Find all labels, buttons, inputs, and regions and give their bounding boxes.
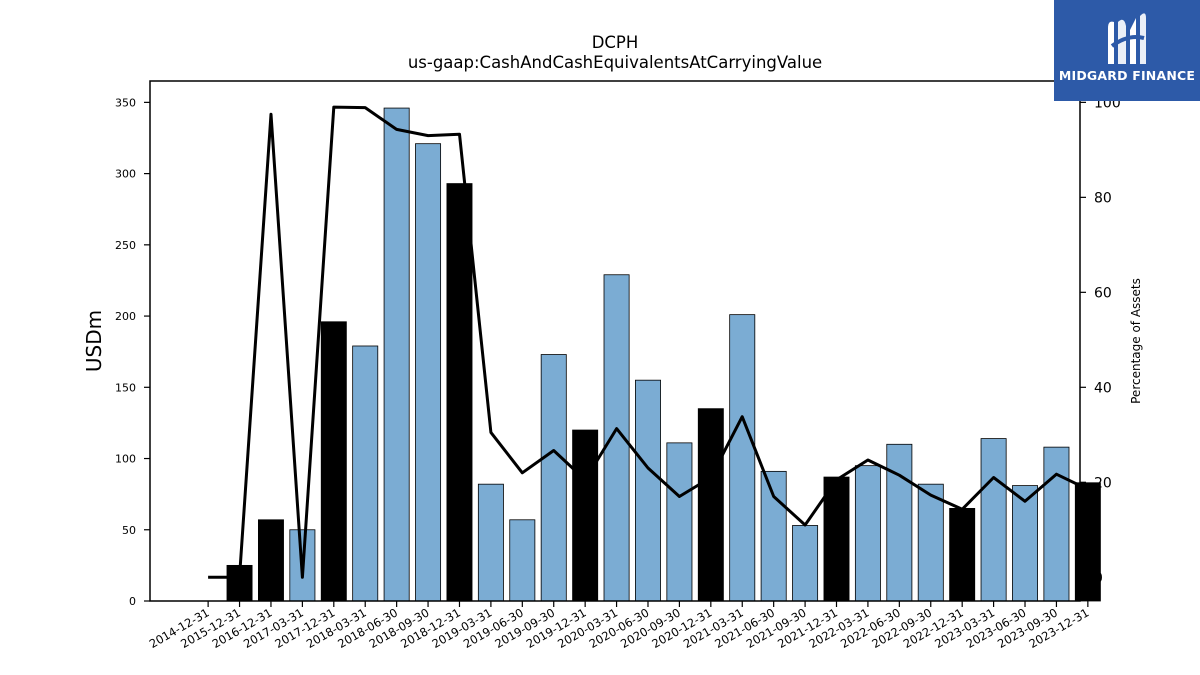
bar-2021-12-31 [823, 476, 850, 602]
y2-axis-label: Percentage of Assets [1129, 278, 1143, 404]
bar-2018-06-30 [383, 107, 410, 602]
midgard-logo-icon [1108, 13, 1146, 65]
bar-2019-12-31 [572, 429, 599, 602]
bar-2020-12-31 [697, 408, 724, 602]
y2-tick-label: 60 [1094, 285, 1112, 301]
bar-2019-06-30 [509, 519, 536, 602]
y-tick-label: 100 [115, 453, 136, 466]
chart-title: DCPH [592, 33, 639, 52]
y-tick-label: 250 [115, 239, 136, 252]
y-tick-label: 200 [115, 310, 136, 323]
bar-2016-12-31 [257, 519, 284, 602]
bars-layer [226, 107, 1101, 602]
bar-2022-09-30 [917, 483, 944, 602]
bar-2023-06-30 [1012, 485, 1038, 602]
y2-tick-label: 40 [1094, 380, 1112, 396]
bar-2019-03-31 [477, 483, 504, 602]
brand-logo: MIDGARD FINANCE [1054, 0, 1200, 101]
bar-2023-09-30 [1043, 446, 1070, 602]
bar-2021-09-30 [792, 525, 819, 602]
y-axis-label: USDm [82, 310, 106, 372]
y2-tick-label: 80 [1094, 190, 1112, 206]
bar-2021-06-30 [760, 470, 787, 602]
bar-2022-03-31 [854, 465, 881, 602]
bar-2020-06-30 [635, 379, 661, 602]
y-tick-label: 150 [115, 381, 136, 394]
bar-2017-12-31 [320, 321, 347, 602]
bar-2022-12-31 [949, 507, 976, 602]
y-tick-label: 300 [115, 168, 136, 181]
bar-2021-03-31 [729, 314, 756, 602]
plot-frame [149, 80, 1081, 602]
bar-2020-09-30 [666, 442, 693, 602]
y2-tick-label: 20 [1094, 475, 1112, 491]
bar-2019-09-30 [540, 354, 567, 602]
y-tick-label: 350 [115, 96, 136, 109]
brand-name: MIDGARD FINANCE [1058, 68, 1196, 83]
chart-subtitle: us-gaap:CashAndCashEquivalentsAtCarrying… [408, 53, 822, 72]
line-layer [208, 105, 1089, 579]
bar-2018-12-31 [446, 183, 473, 602]
percentage-line [208, 105, 1089, 579]
bar-2023-03-31 [980, 438, 1007, 602]
bar-2018-03-31 [352, 345, 379, 602]
y2-tick-label: 0 [1094, 570, 1103, 586]
y-axis-left: 0 50 100 150 200 250 300 350 [115, 96, 150, 608]
bar-2022-06-30 [886, 443, 913, 602]
bar-2018-09-30 [415, 143, 442, 602]
y-tick-label: 50 [122, 524, 136, 537]
y-tick-label: 0 [129, 595, 136, 608]
x-axis: 2014-12-312015-12-312016-12-312017-03-31… [147, 601, 1091, 651]
